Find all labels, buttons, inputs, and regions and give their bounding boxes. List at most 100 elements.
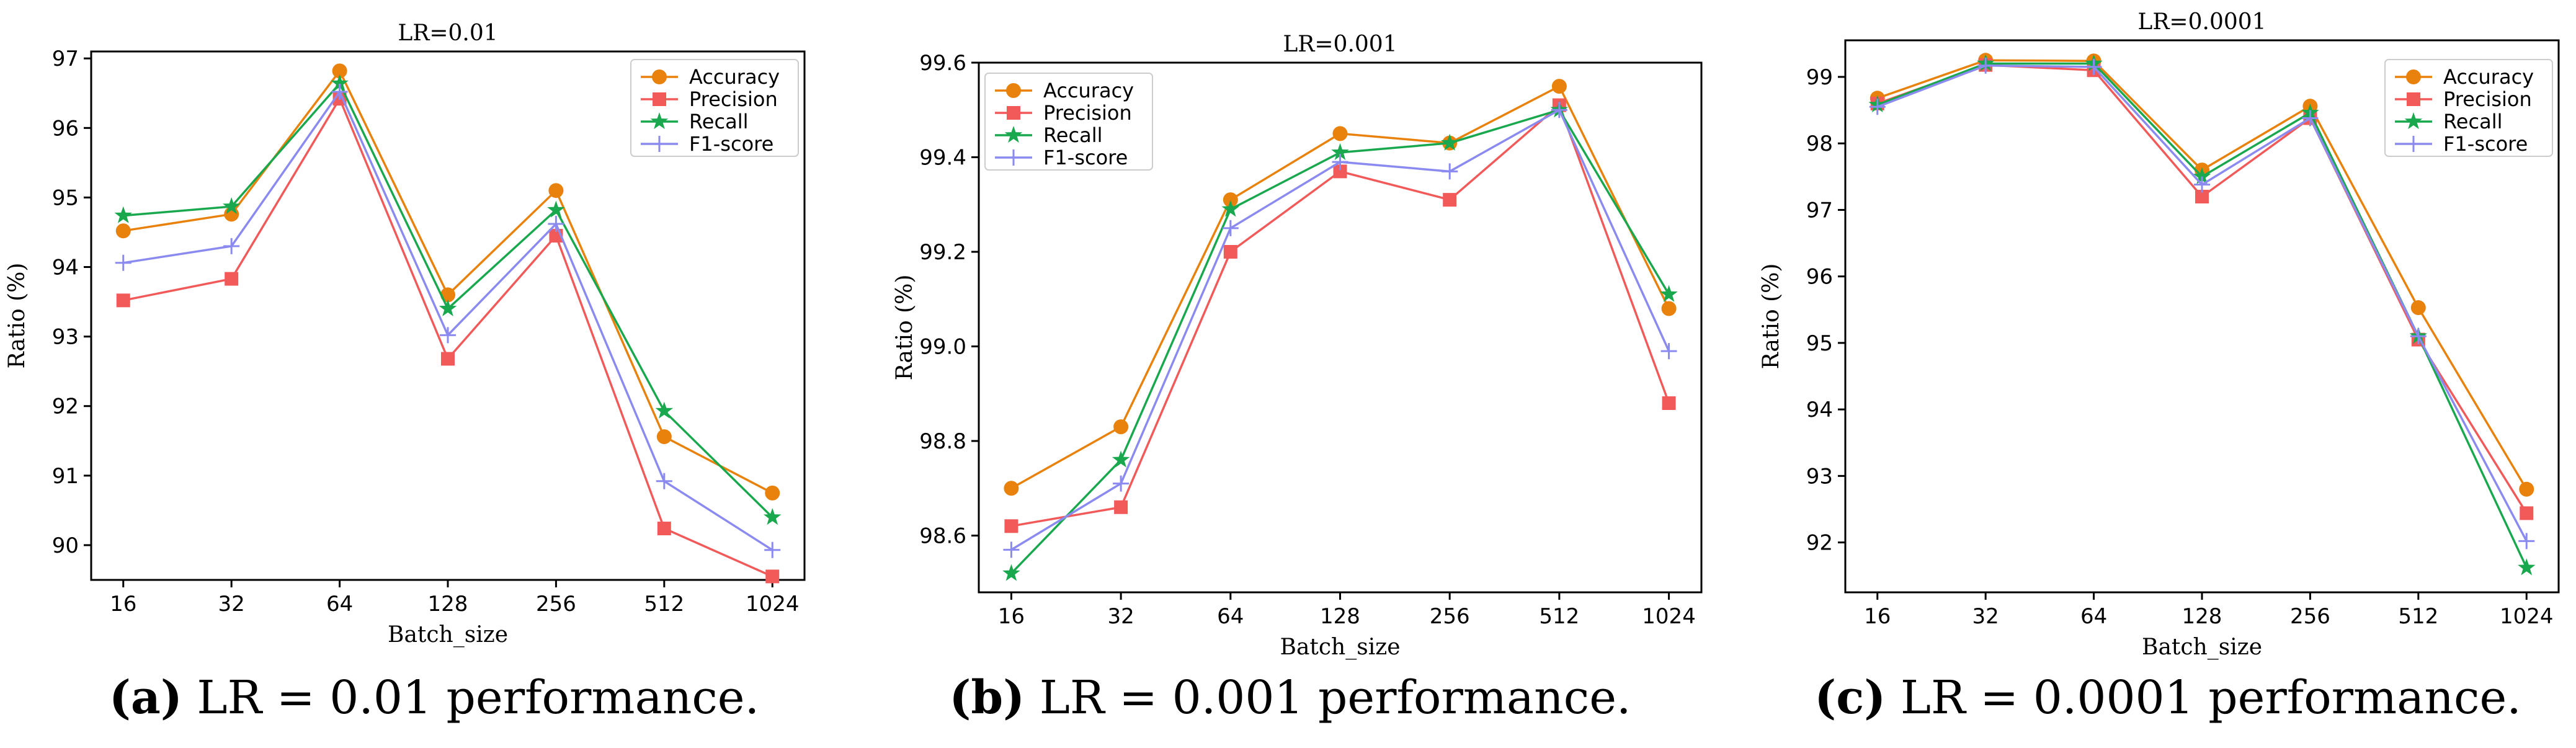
series-f1-score [1869,57,2535,550]
legend-marker [652,69,667,84]
legend-label: Accuracy [2443,65,2534,89]
x-axis-label: Batch_size [388,622,508,648]
series-recall [114,74,782,525]
legend-label: Precision [2443,87,2532,111]
data-point [1112,450,1130,468]
series-accuracy [115,63,780,501]
y-tick-label: 94 [52,256,79,280]
data-point [655,401,674,419]
data-point [1002,564,1020,581]
legend-marker [1007,106,1020,120]
data-point [1003,541,1020,558]
x-tick-label: 128 [1320,604,1360,629]
data-point [440,327,456,344]
data-point [1869,99,1886,115]
data-point [1332,154,1348,171]
caption-text: LR = 0.001 performance. [1025,671,1631,724]
data-point [1660,343,1677,360]
data-point [2194,176,2210,193]
data-point [2193,167,2211,184]
x-tick-label: 128 [2182,604,2222,629]
y-tick-label: 90 [52,533,79,558]
caption-text: LR = 0.01 performance. [182,671,759,724]
x-tick-label: 32 [1972,604,1999,629]
series-f1-score [115,84,781,558]
x-tick-label: 16 [110,592,136,617]
legend-label: Accuracy [689,65,780,89]
data-point [1661,301,1677,316]
data-point [1977,57,1994,74]
y-tick-label: 98.8 [919,429,966,454]
legend-item: F1-score [995,146,1128,169]
data-point [441,352,455,366]
caption-text: LR = 0.0001 performance. [1886,671,2521,724]
data-point [1004,481,1019,496]
chart-3: LR=0.0001 16 32 64 128 256 512 1024 92 93 94 95 96 97… [1758,9,2560,724]
x-tick-label: 64 [1217,604,1244,629]
x-tick-label: 256 [536,592,576,617]
series-accuracy [1004,79,1677,496]
caption: (c) LR = 0.0001 performance. [1814,671,2521,724]
legend-label: Recall [1043,123,1102,147]
legend-label: Accuracy [1043,79,1134,102]
legend-marker [2404,112,2423,130]
data-point [1331,143,1349,160]
legend-item: Recall [995,123,1102,147]
data-point [1222,220,1239,236]
data-point [222,197,241,215]
legend-marker [651,136,667,152]
data-point [332,63,347,79]
legend-marker [2407,92,2420,106]
data-point [765,485,780,501]
legend-item: Recall [2395,110,2502,133]
legend-item: Precision [2395,87,2532,111]
legend-marker [2405,136,2422,152]
data-point [114,206,132,223]
data-point [116,293,130,308]
legend-item: Precision [641,87,778,111]
y-tick-label: 99 [1806,65,1833,90]
x-axis-label: Batch_size [1280,634,1401,660]
chart-1: LR=0.01 16 32 64 128 256 512 1024 90 91 92 93 94 95 96… [4,20,806,724]
x-tick-label: 512 [2398,604,2438,629]
x-tick-label: 256 [1430,604,1470,629]
data-point [1662,396,1676,410]
data-point [2085,58,2102,75]
legend-label: F1-score [689,132,773,156]
data-point [2518,533,2535,550]
y-axis-label: Ratio (%) [892,275,917,381]
x-tick-label: 128 [428,592,468,617]
x-tick-label: 64 [2080,604,2107,629]
data-point [1113,419,1129,435]
chart-title: LR=0.01 [398,20,497,46]
data-point [657,522,671,536]
legend-item: Recall [641,110,748,133]
data-point [1442,163,1458,180]
y-tick-label: 95 [52,185,79,210]
legend-box [630,59,799,157]
y-tick-label: 99.2 [919,240,966,265]
data-point [764,541,781,558]
y-tick-label: 96 [1806,265,1833,290]
legend-marker [2406,69,2421,84]
data-point [764,508,782,525]
legend-label: F1-score [2443,132,2528,156]
series-line [123,89,773,551]
data-point [1551,102,1567,118]
data-point [1223,192,1238,208]
x-tick-label: 1024 [746,592,800,617]
data-point [1443,193,1457,207]
data-point [548,216,564,233]
legend-marker [1004,126,1023,143]
data-point [547,200,565,218]
chart-title: LR=0.0001 [2137,9,2266,35]
chart-title: LR=0.001 [1283,32,1397,57]
y-tick-label: 93 [1806,464,1833,489]
data-point [2410,300,2426,316]
x-tick-label: 16 [998,604,1025,629]
y-tick-label: 98 [1806,131,1833,156]
